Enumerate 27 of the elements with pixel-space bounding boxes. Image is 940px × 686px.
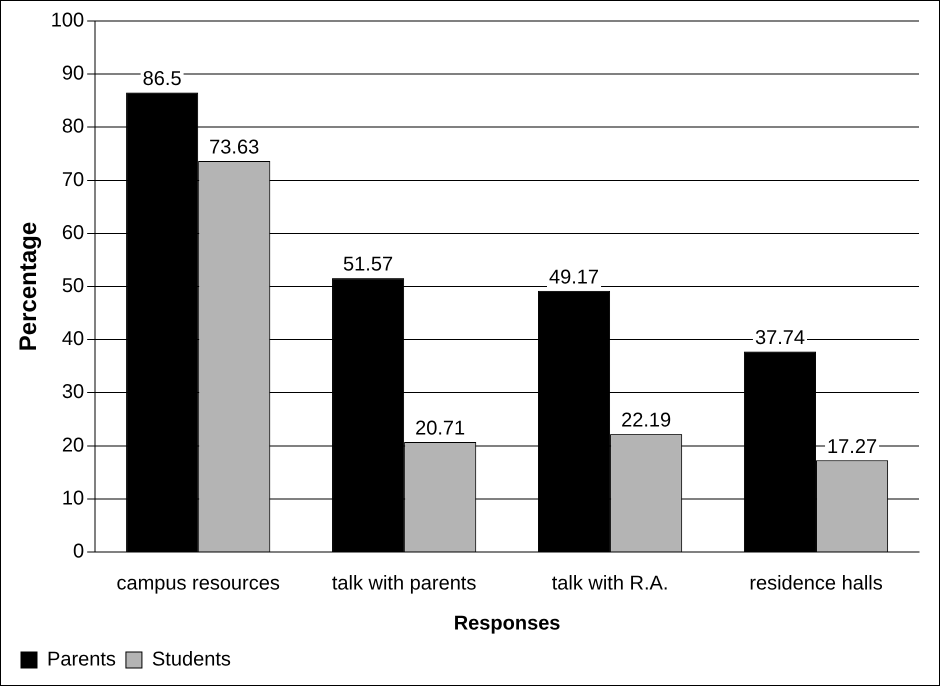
y-tick-label: 80 (62, 116, 84, 138)
data-label: 22.19 (621, 410, 672, 432)
y-axis-title: Percentage (15, 222, 42, 352)
y-tick-label: 30 (62, 381, 84, 404)
data-label: 37.74 (754, 327, 806, 350)
legend-label: Parents (47, 648, 116, 671)
data-label: 86.5 (142, 68, 182, 90)
y-tick-label: 10 (62, 487, 84, 510)
y-tick-label: 60 (62, 222, 84, 244)
y-tick-label: 70 (62, 168, 84, 191)
x-tick-label: talk with parents (332, 572, 476, 595)
data-label: 51.57 (343, 254, 394, 276)
y-tick-label: 40 (62, 328, 84, 350)
data-label: 20.71 (415, 418, 466, 440)
y-tick-label: 0 (73, 540, 84, 563)
y-tick-label: 20 (62, 434, 84, 456)
data-label: 73.63 (209, 136, 260, 159)
x-tick-label: residence halls (749, 572, 883, 595)
legend-label: Students (152, 648, 231, 671)
y-tick-label: 50 (62, 275, 84, 298)
x-tick-label: talk with R.A. (552, 572, 668, 595)
y-tick-label: 100 (50, 10, 84, 32)
x-tick-label: campus resources (116, 572, 280, 595)
data-label: 49.17 (548, 266, 600, 288)
x-axis-title: Responses (454, 612, 560, 635)
y-tick-label: 90 (62, 62, 84, 85)
data-label: 17.27 (827, 436, 878, 458)
